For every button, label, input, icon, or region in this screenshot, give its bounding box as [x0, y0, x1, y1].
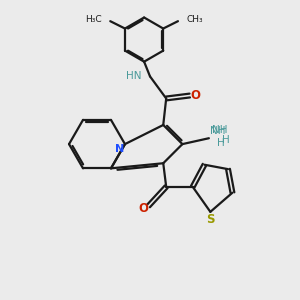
Text: O: O	[138, 202, 148, 215]
Text: N: N	[115, 144, 124, 154]
Text: S: S	[206, 213, 214, 226]
Text: NH: NH	[212, 125, 228, 135]
Text: NH: NH	[210, 126, 226, 136]
Text: HN: HN	[126, 71, 142, 81]
Text: H: H	[217, 138, 225, 148]
Text: H₃C: H₃C	[85, 15, 102, 24]
Text: O: O	[190, 89, 201, 102]
Text: CH₃: CH₃	[186, 15, 203, 24]
Text: H: H	[222, 135, 230, 145]
